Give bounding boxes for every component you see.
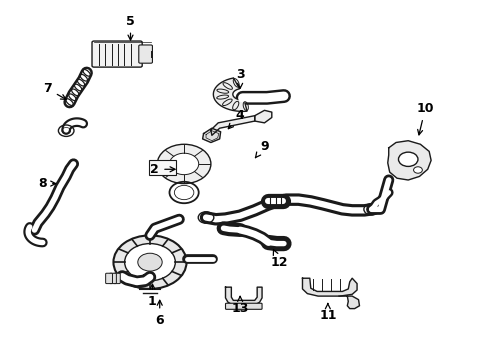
Polygon shape <box>302 278 357 296</box>
FancyBboxPatch shape <box>106 273 113 284</box>
FancyBboxPatch shape <box>110 273 116 284</box>
Circle shape <box>157 144 211 184</box>
Text: 11: 11 <box>319 303 337 322</box>
FancyBboxPatch shape <box>225 303 262 309</box>
FancyBboxPatch shape <box>114 273 120 284</box>
FancyBboxPatch shape <box>139 45 152 63</box>
Polygon shape <box>211 116 255 135</box>
Text: 10: 10 <box>416 102 434 135</box>
Text: 1: 1 <box>148 284 157 308</box>
Text: 2: 2 <box>150 163 175 176</box>
Text: 8: 8 <box>39 177 56 190</box>
Circle shape <box>124 244 175 281</box>
Text: 9: 9 <box>255 140 269 158</box>
Text: 6: 6 <box>155 300 164 327</box>
Circle shape <box>398 152 418 166</box>
Circle shape <box>138 253 162 271</box>
FancyBboxPatch shape <box>92 41 142 67</box>
Text: 4: 4 <box>228 109 245 129</box>
Polygon shape <box>255 111 272 123</box>
Text: 12: 12 <box>270 250 288 269</box>
FancyBboxPatch shape <box>149 160 176 175</box>
Circle shape <box>170 153 199 175</box>
Polygon shape <box>213 78 247 111</box>
Polygon shape <box>225 287 262 305</box>
Text: 13: 13 <box>231 296 249 315</box>
Polygon shape <box>202 128 220 143</box>
Text: 3: 3 <box>236 68 245 88</box>
Circle shape <box>414 167 422 173</box>
Polygon shape <box>339 296 360 309</box>
Text: 7: 7 <box>43 82 66 99</box>
Polygon shape <box>388 141 431 180</box>
Circle shape <box>114 235 187 289</box>
Text: 5: 5 <box>126 14 135 40</box>
